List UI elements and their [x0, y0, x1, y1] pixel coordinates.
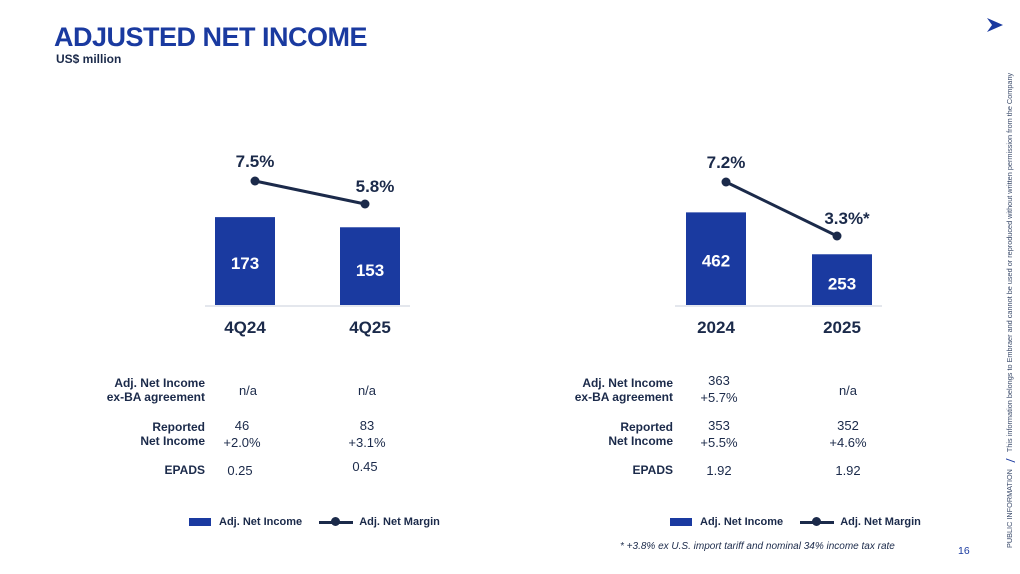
page-subtitle: US$ million [56, 52, 122, 66]
row-label-reported: Reported Net Income [60, 420, 205, 448]
side-notice: PUBLIC INFORMATION This information belon… [1005, 73, 1015, 548]
row-label-line: ex-BA agreement [106, 390, 205, 404]
table-cell: 46 +2.0% [207, 417, 277, 451]
bar-value-label: 153 [356, 261, 384, 280]
legend-right: Adj. Net Income Adj. Net Margin [670, 516, 921, 528]
margin-label: 7.5% [236, 152, 275, 171]
row-label-line: Adj. Net Income [582, 376, 673, 390]
legend-line-swatch [800, 517, 835, 527]
page-title: ADJUSTED NET INCOME [54, 22, 368, 52]
row-label-line: Net Income [608, 434, 673, 448]
cell-value: 1.92 [706, 463, 732, 478]
legend-bar-label: Adj. Net Income [219, 516, 303, 528]
table-cell: n/a [332, 382, 402, 399]
margin-label: 7.2% [707, 153, 746, 172]
row-label-line: Net Income [140, 434, 205, 448]
table-cell: 1.92 [813, 462, 883, 479]
row-label-epads: EPADS [60, 463, 205, 477]
page-number: 16 [958, 545, 970, 557]
row-label-reported: Reported Net Income [530, 420, 673, 448]
category-tick-label: 4Q24 [224, 318, 266, 337]
margin-point [721, 177, 731, 187]
category-tick-label: 4Q25 [349, 318, 391, 337]
legend-bar-label: Adj. Net Income [700, 516, 784, 528]
cell-value: n/a [357, 383, 377, 398]
row-label-epads: EPADS [530, 463, 673, 477]
table-cell: 83 +3.1% [332, 417, 402, 451]
margin-line [725, 180, 838, 238]
row-label-line: EPADS [632, 463, 673, 477]
cell-value: 83 [359, 418, 375, 433]
notice-text: This information belongs to Embraer and … [1005, 72, 1014, 453]
margin-point [250, 176, 260, 186]
embraer-logo-icon [987, 18, 1003, 32]
row-label-adj-ex-ba: Adj. Net Income ex-BA agreement [60, 376, 205, 404]
cell-margin: +5.7% [700, 390, 738, 405]
bar [812, 254, 872, 305]
legend-bar-swatch [670, 518, 692, 527]
cell-value: 353 [708, 418, 730, 433]
legend-bar-swatch [189, 518, 211, 527]
classification-label: PUBLIC INFORMATION [1005, 469, 1014, 548]
bar-value-label: 253 [828, 275, 856, 294]
table-cell: n/a [213, 382, 283, 399]
table-cell: 352 +4.6% [813, 417, 883, 451]
row-label-line: ex-BA agreement [574, 390, 673, 404]
margin-point [832, 231, 842, 241]
table-cell: 363 +5.7% [684, 372, 754, 406]
bar [215, 217, 275, 305]
row-label-line: Adj. Net Income [114, 376, 205, 390]
legend-line-swatch [319, 517, 354, 527]
cell-value: 352 [837, 418, 859, 433]
legend-item-bar: Adj. Net Income [189, 516, 302, 528]
table-cell: 1.92 [684, 462, 754, 479]
cell-margin: +3.1% [348, 435, 386, 450]
legend-line-label: Adj. Net Margin [359, 516, 440, 528]
cell-margin: +2.0% [223, 435, 261, 450]
notice-separator [1005, 458, 1015, 463]
cell-value: n/a [238, 383, 258, 398]
row-label-line: Reported [620, 420, 673, 434]
margin-label: 5.8% [356, 177, 395, 196]
legend-item-line: Adj. Net Margin [800, 516, 921, 528]
bar-value-label: 462 [702, 252, 730, 271]
margin-label: 3.3%* [824, 209, 870, 228]
cell-margin: +4.6% [829, 435, 867, 450]
row-label-line: EPADS [164, 463, 205, 477]
cell-value: 363 [708, 373, 730, 388]
legend-line-label: Adj. Net Margin [840, 516, 921, 528]
cell-value: 1.92 [835, 463, 861, 478]
cell-margin: +5.5% [700, 435, 738, 450]
bar-value-label: 173 [231, 254, 259, 273]
margin-point [360, 199, 370, 209]
margin-line [254, 179, 366, 206]
charts-canvas: 173 4Q24 153 4Q25 7.5% 5.8% 462 2024 253 2025 7.2%… [205, 152, 882, 337]
row-label-line: Reported [152, 420, 205, 434]
cell-value: n/a [838, 383, 858, 398]
category-tick-label: 2024 [697, 318, 735, 337]
cell-value: 46 [234, 418, 250, 433]
cell-value: 0.25 [227, 463, 253, 478]
legend-item-line: Adj. Net Margin [319, 516, 440, 528]
legend-left: Adj. Net Income Adj. Net Margin [189, 516, 440, 528]
category-tick-label: 2025 [823, 318, 861, 337]
table-cell: n/a [813, 382, 883, 399]
legend-item-bar: Adj. Net Income [670, 516, 783, 528]
bar [340, 227, 400, 305]
table-cell: 0.45 [330, 458, 400, 475]
footnote: * +3.8% ex U.S. import tariff and nomina… [620, 541, 895, 552]
table-cell: 0.25 [205, 462, 275, 479]
row-label-adj-ex-ba: Adj. Net Income ex-BA agreement [530, 376, 673, 404]
bar [686, 212, 746, 305]
table-cell: 353 +5.5% [684, 417, 754, 451]
cell-value: 0.45 [352, 459, 378, 474]
